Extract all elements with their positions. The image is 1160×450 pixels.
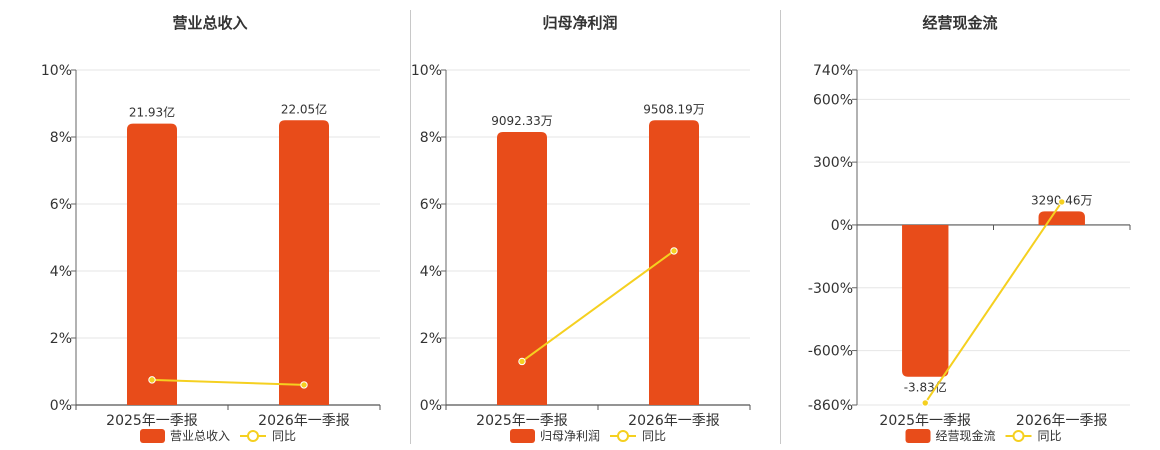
legend-label: 经营现金流 xyxy=(936,428,996,443)
bar-data-label: 22.05亿 xyxy=(281,101,327,116)
y-tick-label: 6% xyxy=(420,197,442,213)
panel-divider xyxy=(780,10,781,444)
y-tick-label: 4% xyxy=(50,264,72,280)
y-tick-label: 8% xyxy=(50,130,72,146)
y-tick-label: 6% xyxy=(50,197,72,213)
y-tick-label: -600% xyxy=(808,344,853,360)
bar-data-label: -3.83亿 xyxy=(904,380,947,395)
line-point xyxy=(921,399,929,407)
legend-label: 同比 xyxy=(1038,429,1062,443)
bar xyxy=(497,131,547,405)
y-tick-label: -300% xyxy=(808,281,853,297)
bar-data-label: 9092.33万 xyxy=(491,114,553,128)
x-tick-label: 2026年一季报 xyxy=(1016,413,1108,429)
chart-panel-1: 营业总收入 0% 2% 4% 6% 8% 10% 2025年一季报 2026年一季报 21.93亿… xyxy=(41,14,381,443)
legend: 营业总收入 同比 xyxy=(140,429,296,443)
legend-swatch-bar xyxy=(140,429,165,443)
bar xyxy=(649,120,699,405)
chart-panel-2: 归母净利润 0% 2% 4% 6% 8% 10% 2025年一季报 2026年一季报 9092.3… xyxy=(411,14,751,443)
legend-swatch-marker xyxy=(617,430,629,442)
line-point xyxy=(670,247,678,255)
legend-label: 营业总收入 xyxy=(170,429,230,443)
bar xyxy=(127,123,177,405)
y-tick-label: 2% xyxy=(50,331,72,347)
y-tick-label: 2% xyxy=(420,331,442,347)
y-tick-label: 8% xyxy=(420,130,442,146)
legend-swatch-bar xyxy=(905,429,931,443)
series-line xyxy=(151,378,305,386)
bar xyxy=(1038,211,1085,225)
y-tick-label: 300% xyxy=(813,155,853,171)
line-point xyxy=(148,376,156,384)
bar xyxy=(279,120,329,405)
y-tick-label: 740% xyxy=(813,63,853,79)
y-tick-label: 600% xyxy=(813,92,853,108)
chart-panel-3: 经营现金流 -860% -600% -300% 0% 300% 600% 740% 2025年一… xyxy=(808,14,1131,443)
legend-label: 同比 xyxy=(642,429,666,443)
y-tick-label: -860% xyxy=(808,398,853,414)
bar xyxy=(902,224,949,377)
x-tick-label: 2025年一季报 xyxy=(879,413,971,429)
x-tick-label: 2025年一季报 xyxy=(476,413,568,429)
x-tick-label: 2026年一季报 xyxy=(258,413,350,429)
y-tick-label: 4% xyxy=(420,264,442,280)
legend-swatch-marker xyxy=(247,430,259,442)
y-tick-label: 10% xyxy=(411,63,442,79)
chart-title: 归母净利润 xyxy=(542,14,617,32)
x-tick-label: 2025年一季报 xyxy=(106,413,198,429)
legend-label: 归母净利润 xyxy=(540,429,600,443)
y-tick-label: 10% xyxy=(41,63,72,79)
legend-swatch-bar xyxy=(510,429,535,443)
y-tick-label: 0% xyxy=(420,398,442,414)
line-point xyxy=(1058,198,1066,206)
legend: 归母净利润 同比 xyxy=(510,429,666,443)
chart-title: 营业总收入 xyxy=(172,14,247,32)
legend-label: 同比 xyxy=(272,429,296,443)
line-point xyxy=(300,381,308,389)
y-tick-label: 0% xyxy=(50,398,72,414)
x-tick-label: 2026年一季报 xyxy=(628,413,720,429)
bar-data-label: 21.93亿 xyxy=(129,105,175,120)
legend: 经营现金流 同比 xyxy=(905,428,1062,443)
line-point xyxy=(518,357,526,366)
panel-divider xyxy=(410,10,411,444)
bar-data-label: 9508.19万 xyxy=(643,102,705,116)
y-tick-label: 0% xyxy=(831,218,853,234)
legend-swatch-marker xyxy=(1012,430,1025,442)
series-line xyxy=(924,201,1063,404)
series-line xyxy=(521,250,675,363)
chart-title: 经营现金流 xyxy=(922,14,997,32)
